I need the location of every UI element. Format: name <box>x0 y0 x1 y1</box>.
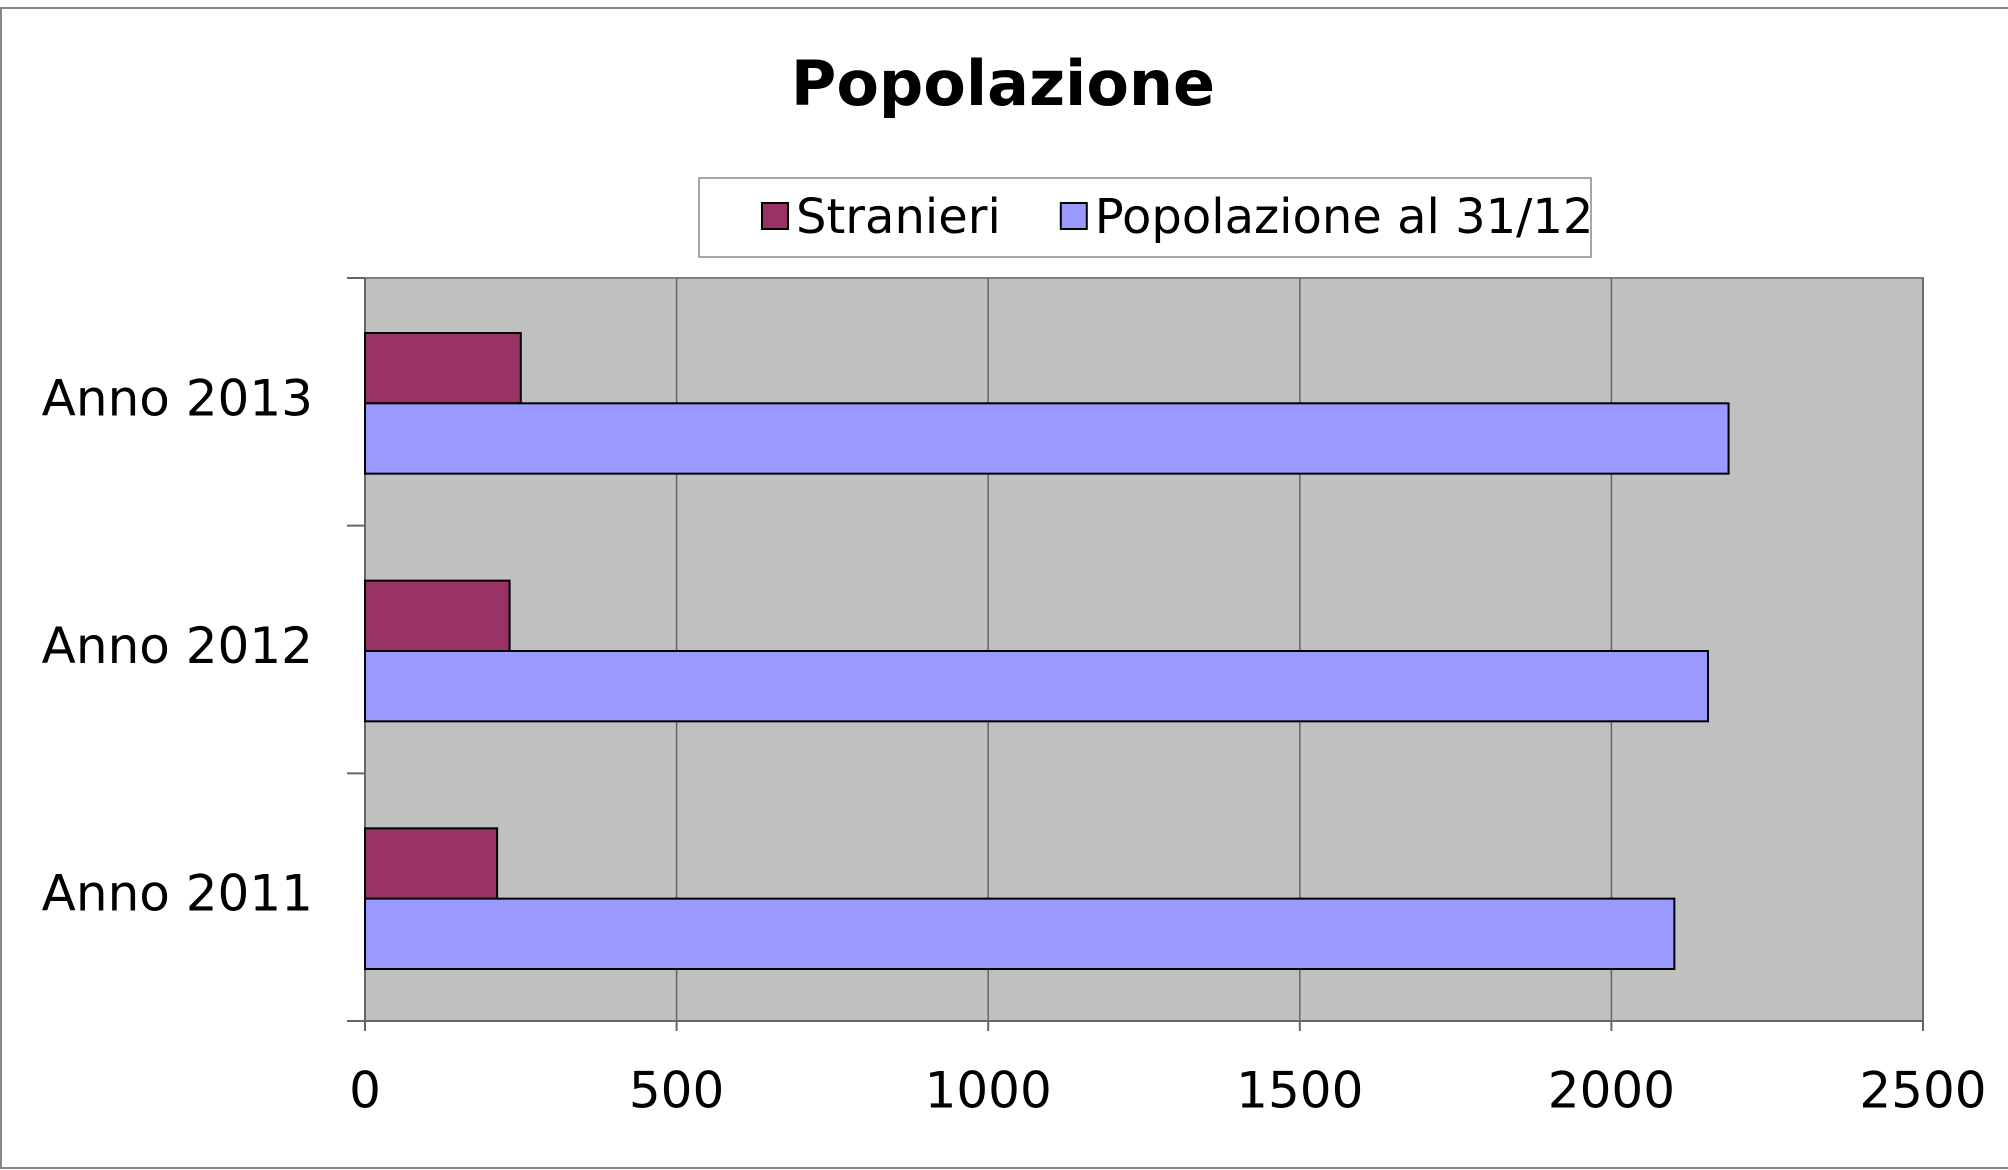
legend-swatch <box>1059 202 1088 230</box>
y-tick-label: Anno 2011 <box>42 865 313 923</box>
legend-swatch <box>761 202 789 230</box>
bar <box>364 827 499 900</box>
bar <box>364 402 1730 475</box>
plot-area <box>364 277 1924 1022</box>
bar <box>364 331 522 405</box>
y-tick-label: Anno 2013 <box>42 369 313 427</box>
bar <box>364 897 1676 970</box>
x-tick-label: 2000 <box>1548 1062 1675 1120</box>
x-tick-label: 0 <box>349 1062 381 1120</box>
x-tick-label: 500 <box>629 1062 724 1120</box>
x-tick-label: 1500 <box>1236 1062 1363 1120</box>
x-tick-label: 1000 <box>925 1062 1052 1120</box>
legend-box <box>698 177 1592 258</box>
bar <box>364 649 1709 723</box>
y-tick-label: Anno 2012 <box>42 617 313 675</box>
chart-title: Popolazione <box>791 47 1215 120</box>
legend-label: Popolazione al 31/12 <box>1095 189 1594 245</box>
legend-label: Stranieri <box>796 189 1001 245</box>
x-tick-label: 2500 <box>1859 1062 1986 1120</box>
bar <box>364 579 511 652</box>
